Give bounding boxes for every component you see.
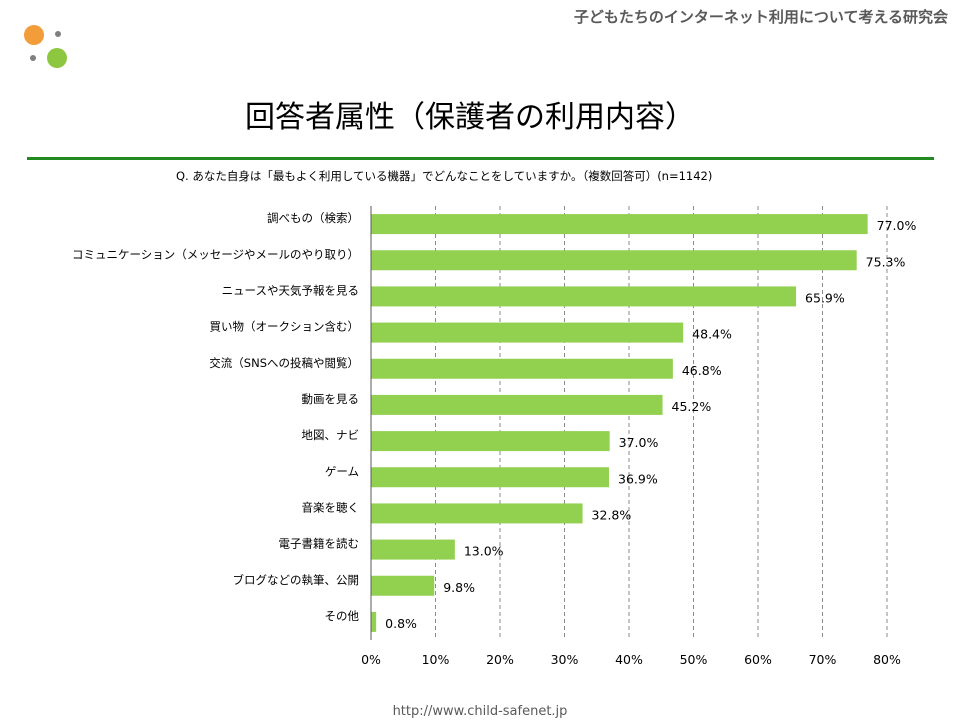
footer-url: http://www.child-safenet.jp <box>392 704 568 719</box>
data-label: 13.0% <box>464 544 504 559</box>
bar <box>371 358 673 379</box>
bar <box>371 539 455 560</box>
x-tick-label: 50% <box>680 652 708 667</box>
x-tick-label: 10% <box>422 652 450 667</box>
data-label: 45.2% <box>672 399 712 414</box>
data-label: 9.8% <box>443 580 475 595</box>
logo <box>24 25 67 68</box>
bar <box>371 250 857 271</box>
x-tick-label: 60% <box>744 652 772 667</box>
survey-question: Q. あなた自身は「最もよく利用している機器」でどんなことをしていますか。（複数… <box>176 169 713 183</box>
category-label: 交流（SNSへの投稿や閲覧） <box>209 356 359 370</box>
x-tick-label: 80% <box>873 652 901 667</box>
data-label: 75.3% <box>866 254 906 269</box>
bar <box>371 467 610 488</box>
page-title: 回答者属性（保護者の利用内容） <box>245 100 695 135</box>
logo-gray-dot-bottom <box>30 55 36 61</box>
category-label: 買い物（オークション含む） <box>210 320 360 334</box>
data-label: 37.0% <box>619 435 659 450</box>
bar <box>371 322 684 343</box>
data-label: 77.0% <box>877 218 917 233</box>
category-label: 地図、ナビ <box>302 428 360 442</box>
bar <box>371 503 583 524</box>
data-label: 48.4% <box>692 327 732 342</box>
bar <box>371 575 435 596</box>
logo-orange-dot <box>24 25 44 45</box>
bar-chart: 0% 10% 20% 30% 40% 50% 60% 70% 80% 調べもの（検索） 77.0% コ… <box>72 206 917 667</box>
category-label: 音楽を聴く <box>302 500 360 514</box>
x-tick-label: 20% <box>486 652 514 667</box>
bar <box>371 286 797 307</box>
data-label: 46.8% <box>682 363 722 378</box>
x-tick-label: 40% <box>615 652 643 667</box>
category-label: ゲーム <box>325 464 359 478</box>
x-tick-label: 30% <box>551 652 579 667</box>
x-tick-label: 0% <box>361 652 381 667</box>
data-label: 0.8% <box>385 616 417 631</box>
bar <box>371 611 377 632</box>
category-label: 電子書籍を読む <box>279 537 360 551</box>
category-label: 調べもの（検索） <box>267 211 359 225</box>
category-label: ニュースや天気予報を見る <box>222 283 359 297</box>
data-label: 32.8% <box>592 507 632 522</box>
bar <box>371 394 663 415</box>
data-label: 65.9% <box>805 290 845 305</box>
x-tick-label: 70% <box>809 652 837 667</box>
category-label: 動画を見る <box>302 392 360 406</box>
logo-gray-dot-top <box>55 31 61 37</box>
bar <box>371 431 610 452</box>
bar <box>371 214 868 235</box>
organization-name: 子どもたちのインターネット利用について考える研究会 <box>573 8 948 26</box>
category-label: コミュニケーション（メッセージやメールのやり取り） <box>72 247 359 261</box>
category-label: その他 <box>325 609 360 623</box>
data-label: 36.9% <box>618 471 658 486</box>
title-divider <box>27 157 934 160</box>
logo-green-dot <box>47 48 67 68</box>
category-label: ブログなどの執筆、公開 <box>233 573 360 587</box>
